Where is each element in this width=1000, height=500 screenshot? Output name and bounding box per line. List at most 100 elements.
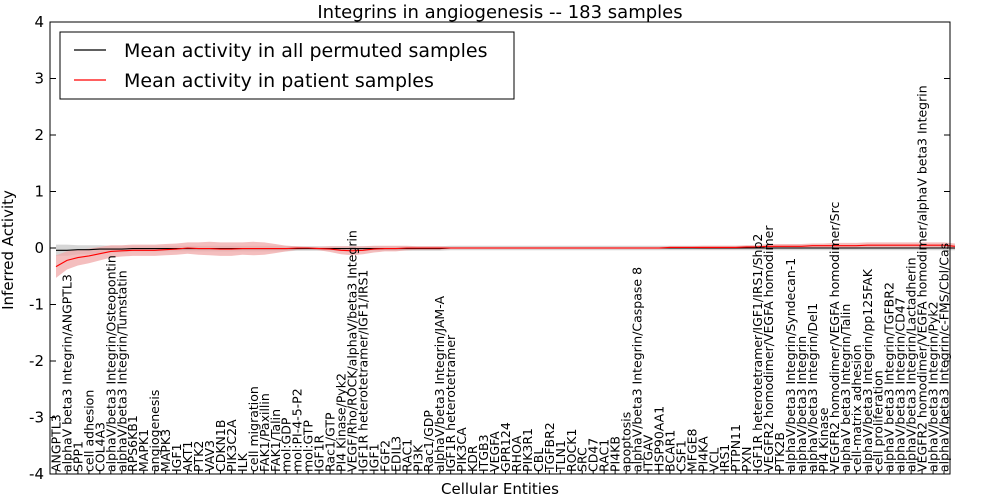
x-category-label: BCAR1 (662, 430, 677, 472)
y-axis-ticks: -4 -3 -2 -1 0 1 2 3 4 (29, 13, 950, 483)
y-tick-label: -3 (29, 409, 44, 427)
x-category-label: ROCK1 (564, 429, 579, 472)
x-category-label: GPR124 (498, 422, 513, 472)
x-category-label: alphaV/beta3 Integrin/JAM-A (432, 296, 447, 472)
legend-box (59, 31, 515, 100)
x-category-label: VEGFR2 homodimer/VEGFA homodimer/Src (827, 202, 842, 472)
x-category-label: TGFBR2 (542, 422, 557, 473)
x-category-label: FAK1/Paxillin (257, 393, 272, 472)
y-tick-label: 0 (34, 239, 44, 257)
plot-frame (49, 21, 951, 475)
x-category-label: PTPN11 (728, 424, 743, 472)
y-tick-label: -2 (29, 352, 44, 370)
x-category-label: mol:PI-4-5-P2 (290, 388, 305, 472)
x-category-label: apoptosis (619, 412, 634, 472)
x-category-label: cell-matrix adhesion (849, 344, 864, 472)
x-category-label: PIK3CA (454, 427, 469, 472)
x-category-label: alphaV/beta3 Integrin/Tumstatin (114, 270, 129, 472)
x-category-label: PI4 Kinase/Pyk2 (334, 373, 349, 472)
x-category-label: RAC1 (597, 439, 612, 472)
x-category-label: AKT1 (180, 441, 195, 472)
y-tick-label: -4 (29, 465, 44, 483)
x-category-label: ITGB3 (476, 434, 491, 472)
x-category-label: alphaV beta3 Integrin/Talin (838, 304, 853, 472)
x-category-label: VEGFR2 homodimer/VEGFA homodimer (761, 225, 776, 472)
x-category-label: alphaV/beta3 Integrin/Syndecan-1 (783, 258, 798, 472)
x-category-label: alphaV/beta3 Integrin/Caspase 8 (630, 267, 645, 472)
series-band-1 (56, 241, 955, 278)
x-category-label: alphaV beta3 Integrin/TGFBR2 (882, 282, 897, 472)
x-category-label: VEGFA (487, 431, 502, 472)
confidence-bands (56, 241, 955, 278)
legend-entry-permuted: Mean activity in all permuted samples (124, 40, 487, 62)
x-category-label: PXN (739, 447, 754, 472)
x-category-label: PI3K (410, 444, 425, 472)
series-line-1 (55, 244, 956, 268)
x-category-label: FAK1/Talin (268, 409, 283, 472)
x-category-label: angiogenesis (147, 390, 162, 472)
x-category-label: ITGAV (641, 434, 656, 472)
x-category-label: PIK3R1 (520, 428, 535, 472)
x-category-label: MAPK1 (136, 429, 151, 472)
x-category-label: VCL (706, 448, 721, 472)
x-category-label: cell proliferation (871, 370, 886, 472)
x-category-label: alphaV/beta3 Integrin/Osteopontin (103, 255, 118, 472)
y-tick-label: 4 (34, 13, 44, 31)
x-category-label: ILK (235, 452, 250, 472)
x-category-label: IRS1 (717, 444, 732, 472)
x-category-label: PTK2B (772, 432, 787, 472)
y-tick-label: 2 (34, 126, 44, 144)
x-category-label: mol:GDP (279, 417, 294, 472)
x-category-label: CBL (531, 448, 546, 472)
x-category-label: CDKN1B (213, 420, 228, 472)
x-category-label: Rac1/GDP (421, 410, 436, 472)
x-category-label: MFGE8 (684, 428, 699, 472)
x-axis-label: Cellular Entities (441, 480, 559, 498)
x-category-label: RAC1 (399, 439, 414, 472)
legend-entry-patient: Mean activity in patient samples (124, 70, 434, 92)
x-category-label: VEGF/Rho/ROCK/alphaV/beta3 Integrin (345, 230, 360, 472)
x-category-label: RHOA (509, 435, 524, 472)
x-category-label: alphaV beta3 Integrin/ANGPTL3 (59, 274, 74, 472)
x-category-label: EDIL3 (388, 436, 403, 472)
x-category-label: PI4KB (608, 436, 623, 472)
x-category-label: COL4A3 (92, 422, 107, 472)
x-category-label: VAV3 (202, 440, 217, 472)
x-category-label: CSF1 (673, 440, 688, 472)
legend: Mean activity in all permuted samples Me… (59, 31, 515, 100)
x-category-label: CD47 (586, 438, 601, 472)
x-category-label: SRC (575, 447, 590, 472)
x-category-label: PI4 Kinase (816, 407, 831, 472)
x-category-label: alphaV/beta3 Integrin/CD47 (893, 297, 908, 472)
y-tick-label: -1 (29, 296, 44, 314)
x-category-label: IGF1 (366, 443, 381, 472)
x-category-label: HSP90AA1 (651, 406, 666, 472)
x-category-label: IGF1R heterotetramer (443, 334, 458, 472)
x-category-label: ANGPTL3 (49, 414, 64, 472)
x-category-label: cell adhesion (81, 390, 96, 472)
x-category-label: Rac1/GTP (323, 412, 338, 472)
x-category-label: alphaV/beta3 Integrin/pp125FAK (860, 268, 875, 472)
x-category-label: MAPK3 (158, 429, 173, 472)
x-category-label: alphaV/beta3 Integrin (794, 336, 809, 472)
chart-title: Integrins in angiogenesis -- 183 samples (317, 2, 682, 23)
y-tick-label: 1 (34, 183, 44, 201)
x-category-label: IGF1R (312, 434, 327, 472)
x-category-label: alphaV/beta3 Integrin/Lactadherin (904, 257, 919, 472)
y-tick-label: 3 (34, 70, 44, 88)
x-category-label: SPP1 (70, 441, 85, 472)
y-axis-label: Inferred Activity (0, 190, 17, 310)
x-category-label: alphaV/beta3 Integrin/Del1 (805, 303, 820, 472)
x-category-label: mol:GTP (301, 420, 316, 472)
x-category-label: IGF1 (169, 443, 184, 472)
x-category-label: cell migration (246, 386, 261, 472)
series-lines (55, 244, 956, 268)
x-category-label: VEGFR2 homodimer/VEGFA homodimer/alphaV … (915, 85, 930, 472)
x-category-label: TLN1 (553, 440, 568, 473)
x-category-label: FGF2 (377, 440, 392, 472)
x-category-label: RPS6KB1 (125, 415, 140, 472)
x-category-label: PTK2 (191, 441, 206, 472)
x-category-label: IGF1R heterotetramer/IGF1/IRS1 (355, 270, 370, 472)
